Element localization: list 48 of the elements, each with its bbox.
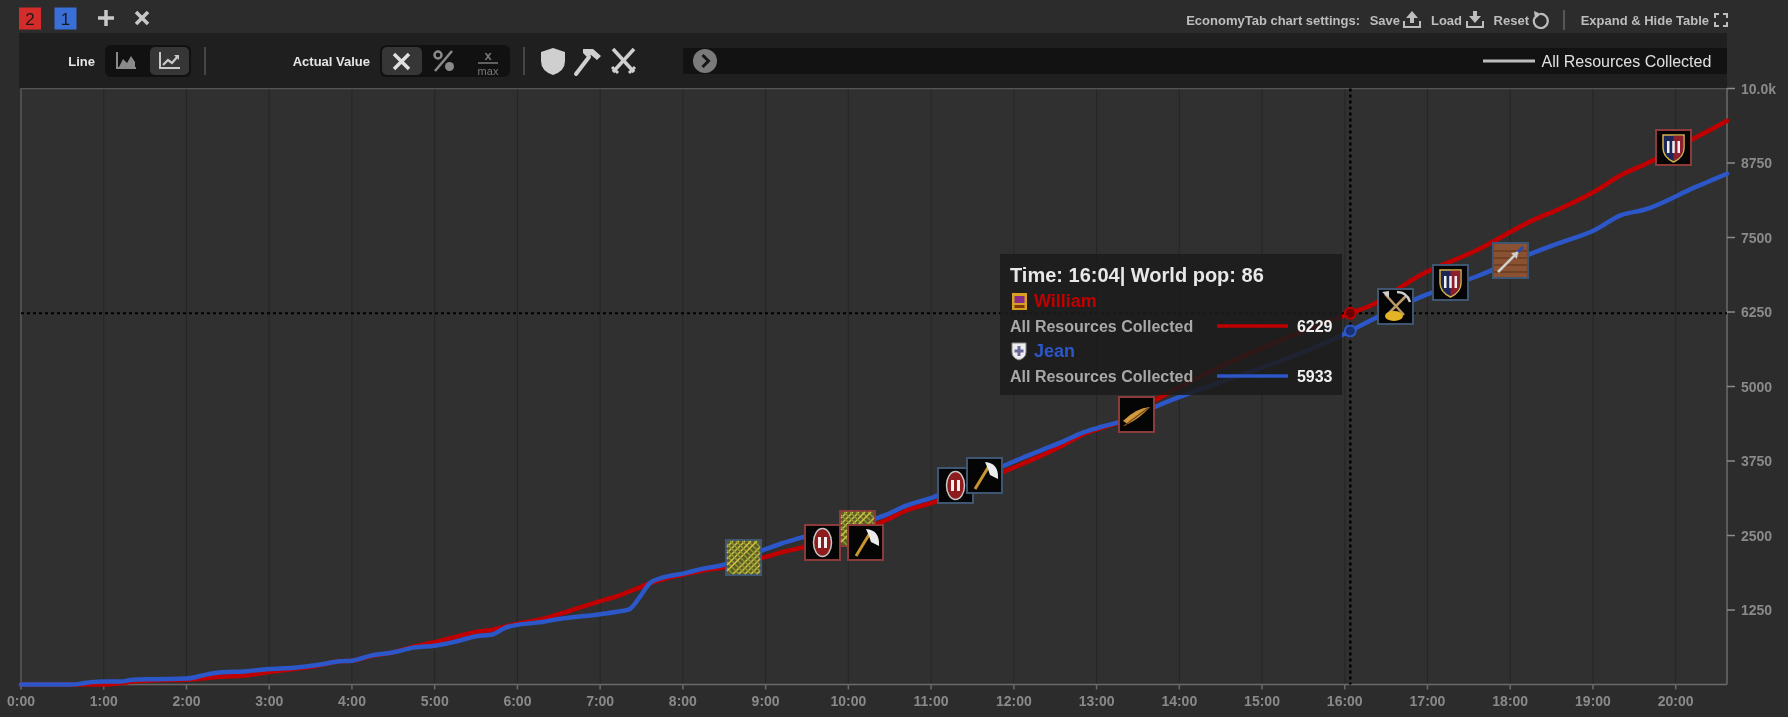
x-tick-label: 3:00 (255, 693, 284, 709)
x-tick-label: 16:00 (1326, 693, 1363, 709)
text: Jean (1034, 341, 1076, 361)
text: All Resources Collected (1541, 52, 1712, 70)
text: Line (68, 53, 95, 69)
x-tick-label: 2:00 (172, 693, 201, 709)
x-tick-label: 15:00 (1244, 693, 1281, 709)
text: EconomyTab chart settings: (1186, 12, 1360, 28)
y-tick-label: 1250 (1741, 602, 1773, 618)
x-tick-label: 18:00 (1492, 693, 1529, 709)
x-tick-label: 5:00 (420, 693, 449, 709)
annotation: 5933 (1296, 367, 1333, 385)
x-tick-label: 14:00 (1161, 693, 1198, 709)
x-tick-label: 13:00 (1078, 693, 1115, 709)
y-tick-label: 5000 (1741, 378, 1773, 395)
x-tick-label: 7:00 (586, 693, 615, 709)
y-tick-label: 3750 (1741, 453, 1773, 469)
x-tick-label: 19:00 (1575, 693, 1612, 709)
text: Actual Value (292, 53, 370, 69)
x-tick-label: 8:00 (668, 693, 698, 709)
text: Reset (1493, 12, 1530, 28)
x-tick-label: 0:00 (6, 693, 36, 709)
annotation: All Resources Collected (1010, 367, 1194, 385)
text: Save (1369, 12, 1400, 28)
text: max (477, 65, 499, 77)
x-tick-label: 17:00 (1409, 693, 1446, 709)
y-tick-label: 10.0k (1741, 80, 1777, 97)
y-tick-label: 6250 (1741, 304, 1773, 320)
text: Load (1430, 12, 1463, 28)
x-tick-label: 12:00 (995, 693, 1032, 709)
text: 1 (60, 9, 71, 29)
y-tick-label: 2500 (1741, 527, 1773, 544)
y-tick-label: 8750 (1741, 155, 1773, 171)
x-tick-label: 1:00 (89, 693, 118, 709)
annotation: 6229 (1296, 317, 1333, 335)
text: x (484, 47, 493, 63)
annotation: Time: 16:04| World pop: 86 (1010, 264, 1264, 286)
x-tick-label: 9:00 (751, 693, 780, 709)
text: William (1034, 291, 1097, 311)
x-tick-label: 20:00 (1657, 693, 1694, 709)
x-tick-label: 6:00 (503, 693, 532, 709)
x-tick-label: 11:00 (913, 693, 949, 709)
annotation: All Resources Collected (1010, 317, 1194, 335)
y-tick-label: 7500 (1741, 229, 1773, 246)
x-tick-label: 4:00 (337, 693, 367, 709)
x-tick-label: 10:00 (830, 693, 867, 709)
text: 2 (25, 9, 35, 29)
text: Expand & Hide Table (1580, 12, 1709, 28)
